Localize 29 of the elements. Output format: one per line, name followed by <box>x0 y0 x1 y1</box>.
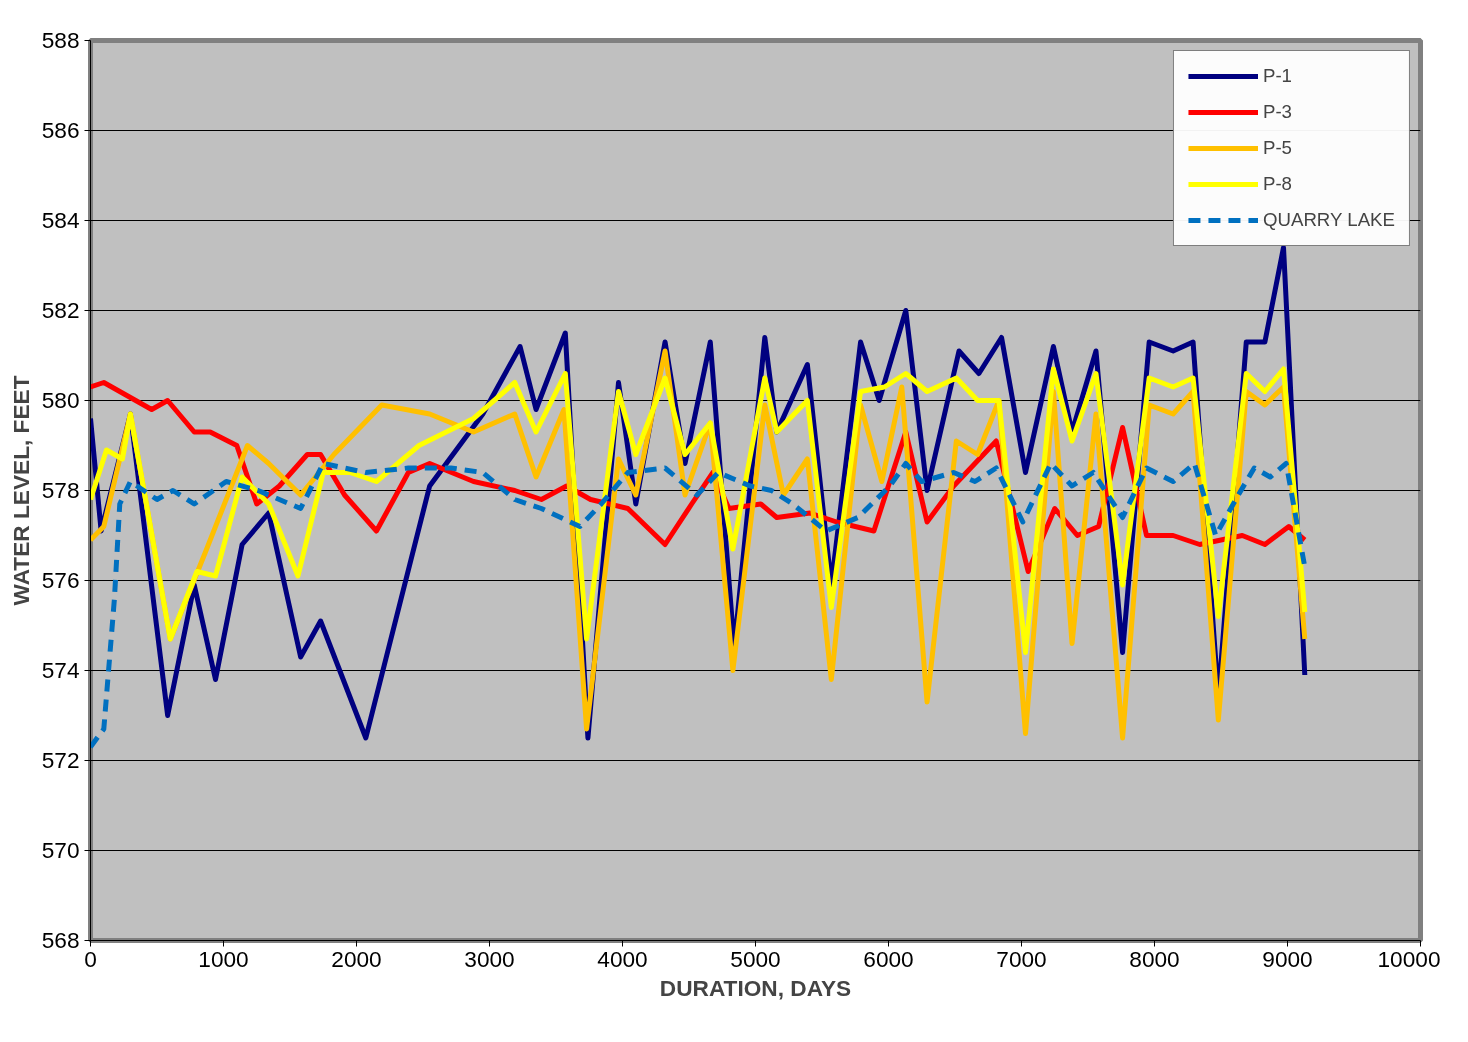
legend-label: P-1 <box>1262 65 1292 87</box>
x-tick-label: 6000 <box>863 945 914 972</box>
x-tick-label: 4000 <box>597 945 648 972</box>
y-tick-label: 574 <box>41 657 80 683</box>
y-tick-label: 582 <box>41 297 80 323</box>
y-tick-label: 584 <box>41 207 80 233</box>
y-tick-label: 572 <box>41 747 80 773</box>
x-tick-label: 0 <box>84 945 97 972</box>
y-tick-label: 568 <box>41 927 80 953</box>
y-tick-label: 576 <box>41 567 80 593</box>
legend-label: QUARRY LAKE <box>1262 209 1395 231</box>
y-tick-label: 588 <box>41 27 80 53</box>
legend-label: P-5 <box>1262 137 1292 159</box>
legend-label: P-8 <box>1262 173 1292 195</box>
x-tick-label: 8000 <box>1129 945 1180 972</box>
legend-label: P-3 <box>1262 101 1292 123</box>
x-axis-title: DURATION, DAYS <box>659 974 852 1001</box>
y-axis-title: WATER LEVEL, FEET <box>7 375 34 606</box>
x-tick-label: 1000 <box>198 945 249 972</box>
x-tick-label: 2000 <box>331 945 382 972</box>
x-tick-label: 7000 <box>996 945 1047 972</box>
y-tick-label: 570 <box>41 837 80 863</box>
y-tick-label: 578 <box>41 477 80 503</box>
y-tick-label: 586 <box>41 117 80 143</box>
x-tick-label: 9000 <box>1262 945 1313 972</box>
y-tick-label: 580 <box>41 387 80 413</box>
x-tick-label: 10000 <box>1377 945 1441 972</box>
x-tick-label: 3000 <box>464 945 515 972</box>
x-tick-label: 5000 <box>730 945 781 972</box>
